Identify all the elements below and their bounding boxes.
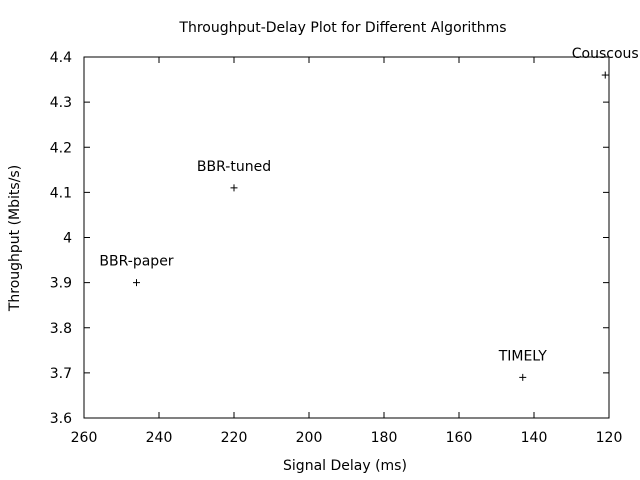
y-tick-label: 3.7 bbox=[50, 366, 72, 382]
point-label: Couscous bbox=[572, 46, 639, 62]
x-tick-label: 180 bbox=[371, 430, 398, 446]
y-tick-label: 3.6 bbox=[50, 411, 72, 427]
x-tick-label: 220 bbox=[221, 430, 248, 446]
data-points: BBR-paper BBR-tuned TIMELY Couscous bbox=[99, 46, 639, 381]
point-label: BBR-tuned bbox=[197, 159, 271, 175]
y-tick-label: 4 bbox=[63, 231, 72, 247]
x-tick-label: 260 bbox=[71, 430, 98, 446]
data-point-couscous: Couscous bbox=[572, 46, 639, 79]
y-tick-label: 4.3 bbox=[50, 95, 72, 111]
point-label: TIMELY bbox=[498, 348, 548, 364]
y-axis: 3.6 3.7 3.8 3.9 4 4.1 4.2 4.3 4.4 bbox=[50, 50, 609, 427]
x-tick-label: 240 bbox=[146, 430, 173, 446]
x-axis: 260 240 220 200 180 160 140 120 bbox=[71, 57, 623, 446]
x-tick-label: 160 bbox=[446, 430, 473, 446]
x-axis-label: Signal Delay (ms) bbox=[283, 458, 407, 474]
x-tick-label: 200 bbox=[296, 430, 323, 446]
x-tick-label: 140 bbox=[521, 430, 548, 446]
chart-title: Throughput-Delay Plot for Different Algo… bbox=[178, 20, 506, 36]
y-tick-label: 4.4 bbox=[50, 50, 72, 66]
y-tick-label: 3.9 bbox=[50, 276, 72, 292]
x-tick-label: 120 bbox=[596, 430, 623, 446]
y-axis-label: Throughput (Mbits/s) bbox=[7, 165, 23, 312]
data-point-timely: TIMELY bbox=[498, 348, 548, 381]
point-label: BBR-paper bbox=[99, 254, 173, 270]
data-point-bbr-tuned: BBR-tuned bbox=[197, 159, 271, 192]
y-tick-label: 3.8 bbox=[50, 321, 72, 337]
y-tick-label: 4.1 bbox=[50, 185, 72, 201]
data-point-bbr-paper: BBR-paper bbox=[99, 254, 174, 287]
y-tick-label: 4.2 bbox=[50, 140, 72, 156]
